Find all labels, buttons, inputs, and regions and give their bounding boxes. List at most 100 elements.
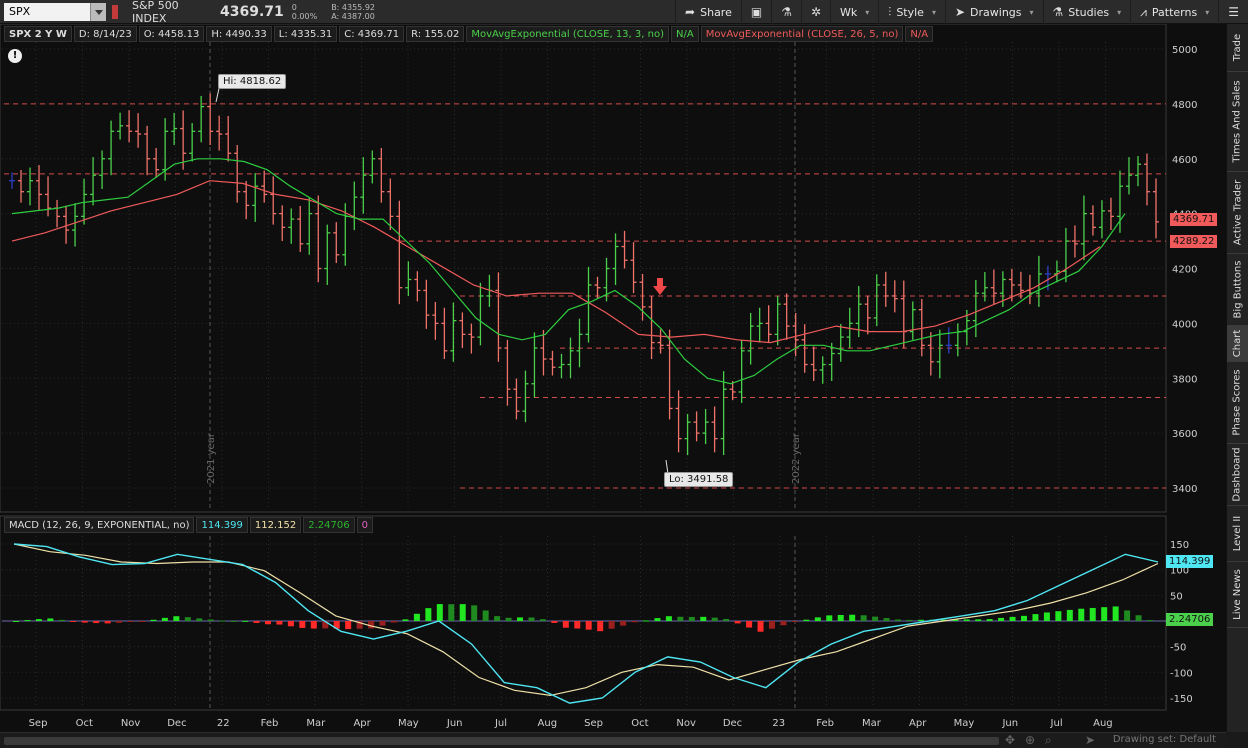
share-button[interactable]: ➦ Share <box>675 0 741 24</box>
price-tick-label: 5000 <box>1172 45 1197 56</box>
macd-value: 114.399 <box>196 517 248 533</box>
timeframe-button[interactable]: Wk <box>830 0 878 24</box>
macd-histogram-bar <box>528 617 535 621</box>
chart-canvas[interactable]: 340036003800400042004400460048005000-150… <box>0 24 1226 732</box>
side-tab-big-buttons[interactable]: Big Buttons <box>1227 254 1248 326</box>
snapshot-button[interactable]: ▣ <box>740 0 771 24</box>
settings-button[interactable]: ✲ <box>800 0 830 24</box>
ema-fast-line <box>11 158 1126 385</box>
macd-line <box>13 543 1159 704</box>
side-tab-label: Live News <box>1232 569 1243 620</box>
macd-histogram-bar <box>849 614 856 621</box>
side-tab-dashboard[interactable]: Dashboard <box>1227 444 1248 506</box>
macd-histogram-bar <box>322 621 329 629</box>
side-tab-trade[interactable]: Trade <box>1227 24 1248 72</box>
pan-icon[interactable]: ✥ <box>1005 733 1016 747</box>
studies-label: Studies <box>1068 5 1110 19</box>
style-icon: ⫶ <box>888 4 892 19</box>
side-tab-chart[interactable]: Chart <box>1227 326 1248 362</box>
macd-histogram-bar <box>826 615 833 621</box>
cursor-icon[interactable]: ➤ <box>1085 733 1096 747</box>
macd-histogram-bar <box>391 621 397 623</box>
ema-fast-study[interactable]: MovAvgExponential (CLOSE, 13, 3, no) <box>466 26 669 42</box>
style-label: Style <box>896 5 924 19</box>
bar-date: D: 8/14/23 <box>73 26 137 42</box>
macd-histogram-bar <box>906 619 913 621</box>
price-tick-label: 3600 <box>1172 429 1197 440</box>
macd-histogram-bar <box>310 621 317 629</box>
macd-histogram-bar <box>539 619 546 621</box>
macd-histogram-bar <box>1112 606 1119 621</box>
signal-arrow-icon <box>653 278 667 295</box>
macd-pane <box>0 515 1167 711</box>
side-tab-label: Dashboard <box>1232 447 1244 502</box>
side-tab-level-ii[interactable]: Level II <box>1227 506 1248 562</box>
bar-high: H: 4490.33 <box>206 26 272 42</box>
macd-histogram-bar <box>963 619 970 621</box>
macd-histogram-bar <box>1043 612 1050 621</box>
drawings-button[interactable]: ➤ Drawings <box>944 0 1043 24</box>
hamburger-icon: ☰ <box>1228 5 1239 19</box>
macd-histogram-bar <box>253 621 260 623</box>
macd-histogram-bar <box>242 620 249 622</box>
chart-title[interactable]: SPX 2 Y W <box>4 26 72 42</box>
alert-icon[interactable]: ! <box>8 49 22 63</box>
macd-histogram-bar <box>940 619 947 621</box>
low-callout: Lo: 3491.58 <box>664 472 734 487</box>
macd-histogram-bar <box>734 621 741 624</box>
patterns-button[interactable]: ⩘ Patterns <box>1130 0 1218 24</box>
macd-histogram-bar <box>620 621 627 626</box>
x-axis-label: Nov <box>676 718 696 729</box>
x-axis-label: Mar <box>306 718 326 729</box>
chart-panel[interactable]: 340036003800400042004400460048005000-150… <box>0 24 1226 732</box>
side-tab-phase-scores[interactable]: Phase Scores <box>1227 362 1248 444</box>
macd-histogram-bar <box>436 604 443 621</box>
x-axis-label: Jul <box>1050 718 1063 729</box>
cursor-icon: ➤ <box>954 5 966 19</box>
flag-icon[interactable] <box>112 4 118 19</box>
side-tab-active-trader[interactable]: Active Trader <box>1227 172 1248 254</box>
macd-avg: 112.152 <box>249 517 302 533</box>
macd-histogram-bar <box>631 621 638 623</box>
toolbar-actions: ➦ Share ▣ ⚗ ✲ Wk ⫶ Style ➤ Drawings ⚗ Studie… <box>675 0 1248 24</box>
bar-low: L: 4335.31 <box>273 26 338 42</box>
lab-button[interactable]: ⚗ <box>771 0 801 24</box>
gear-icon: ✲ <box>810 5 822 19</box>
macd-histogram-bar <box>517 617 523 621</box>
macd-title[interactable]: MACD (12, 26, 9, EXPONENTIAL, no) <box>4 517 195 533</box>
ema-slow-study[interactable]: MovAvgExponential (CLOSE, 26, 5, no) <box>700 26 904 42</box>
macd-histogram-bar <box>161 617 168 621</box>
macd-histogram-bar <box>299 621 306 628</box>
drawing-set-label[interactable]: Drawing set: Default <box>1112 734 1216 745</box>
side-tab-times-and-sales[interactable]: Times And Sales <box>1227 72 1248 172</box>
macd-histogram-bar <box>413 613 420 621</box>
macd-histogram-bar <box>13 621 19 622</box>
studies-button[interactable]: ⚗ Studies <box>1042 0 1131 24</box>
macd-histogram-bar <box>345 621 352 630</box>
drawings-label: Drawings <box>970 5 1022 19</box>
symbol-selector[interactable]: SPX <box>4 2 106 21</box>
zoom-icon[interactable]: ⊕ <box>1025 733 1036 747</box>
macd-histogram-bar <box>173 616 180 621</box>
macd-histogram-bar <box>356 621 363 629</box>
macd-histogram-bar <box>665 616 672 621</box>
last-price-label: 4369.71 <box>1170 213 1218 226</box>
share-label: Share <box>700 5 732 19</box>
macd-histogram-bar <box>597 621 604 632</box>
macd-header: MACD (12, 26, 9, EXPONENTIAL, no) 114.39… <box>4 517 373 533</box>
macd-histogram-bar <box>1078 608 1085 621</box>
chevron-down-icon[interactable] <box>90 2 106 21</box>
magnifier-icon[interactable]: ⌕ <box>1045 733 1052 747</box>
x-axis-label: Oct <box>76 718 93 729</box>
macd-tick-label: -150 <box>1170 694 1193 705</box>
style-button[interactable]: ⫶ Style <box>878 0 945 24</box>
macd-histogram-bar <box>643 620 649 622</box>
menu-button[interactable]: ☰ <box>1218 0 1248 24</box>
macd-tick-label: 50 <box>1170 591 1183 602</box>
macd-signal-line <box>13 543 1159 697</box>
high-callout: Hi: 4818.62 <box>218 74 287 89</box>
camera-icon: ▣ <box>750 5 763 19</box>
horizontal-scrollbar[interactable] <box>4 737 999 745</box>
macd-histogram-bar <box>895 619 901 621</box>
side-tab-live-news[interactable]: Live News <box>1227 562 1248 628</box>
